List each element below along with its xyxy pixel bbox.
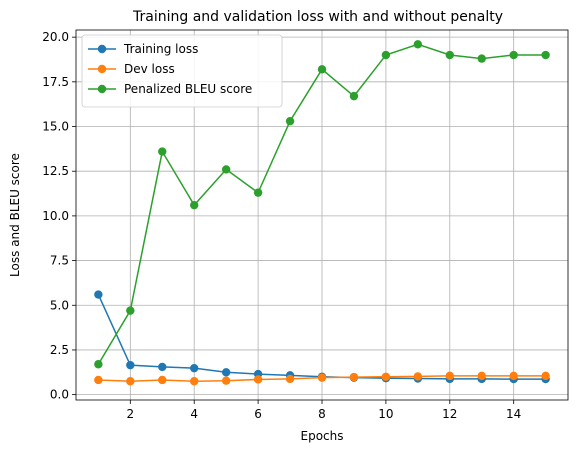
data-point-penalized-bleu-score: [413, 40, 423, 49]
legend-label: Dev loss: [124, 62, 175, 76]
data-point-dev-loss: [158, 375, 167, 385]
data-point-penalized-bleu-score: [349, 91, 359, 101]
data-point-dev-loss: [541, 371, 550, 381]
data-point-dev-loss: [126, 377, 135, 386]
legend-item: Dev loss: [88, 62, 175, 76]
y-tick-label: 2.5: [50, 343, 69, 357]
series-penalized-bleu-score: [94, 40, 550, 369]
data-point-penalized-bleu-score: [285, 116, 295, 126]
legend-box: [81, 34, 283, 108]
data-point-penalized-bleu-score: [126, 306, 135, 315]
data-point-penalized-bleu-score: [221, 165, 231, 174]
data-point-training-loss: [221, 368, 231, 377]
data-point-penalized-bleu-score: [445, 50, 454, 60]
series-layer: [94, 40, 550, 386]
y-tick-label: 17.5: [42, 75, 69, 89]
data-point-penalized-bleu-score: [317, 65, 327, 74]
series-dev-loss: [94, 371, 550, 386]
data-point-penalized-bleu-score: [253, 188, 263, 197]
data-point-dev-loss: [221, 376, 231, 385]
legend-marker: [97, 64, 107, 74]
x-tick-label: 4: [190, 407, 198, 421]
data-point-dev-loss: [317, 373, 327, 382]
data-point-training-loss: [126, 360, 135, 370]
data-point-penalized-bleu-score: [158, 147, 167, 156]
data-point-training-loss: [158, 362, 167, 372]
y-tick-label: 20.0: [42, 30, 69, 44]
data-point-training-loss: [190, 363, 199, 373]
legend-item: Training loss: [88, 42, 198, 56]
y-tick-label: 10.0: [42, 209, 69, 223]
data-point-penalized-bleu-score: [541, 50, 550, 60]
data-point-penalized-bleu-score: [509, 50, 518, 60]
y-tick-label: 15.0: [42, 120, 69, 134]
y-tick-label: 12.5: [42, 164, 69, 178]
x-tick-label: 12: [442, 407, 457, 421]
data-point-dev-loss: [285, 374, 295, 384]
data-point-dev-loss: [190, 377, 199, 386]
chart-title: Training and validation loss with and wi…: [132, 9, 503, 25]
x-tick-label: 8: [318, 407, 326, 421]
data-point-penalized-bleu-score: [94, 360, 103, 369]
data-point-dev-loss: [94, 375, 103, 385]
legend-item: Penalized BLEU score: [88, 82, 252, 96]
y-tick-label: 0.0: [50, 388, 69, 402]
x-tick-label: 14: [506, 407, 521, 421]
x-tick-label: 2: [126, 407, 134, 421]
data-point-dev-loss: [349, 372, 359, 382]
ticks: 2 4 6 8 10 12 14 0.0 2.5 5.0 7.5 10.0 12.5 15.0 17.5 20…: [42, 30, 521, 421]
data-point-dev-loss: [253, 375, 263, 384]
data-point-dev-loss: [413, 372, 423, 381]
data-point-dev-loss: [477, 371, 486, 381]
data-point-penalized-bleu-score: [190, 200, 199, 210]
y-axis-title: Loss and BLEU score: [8, 153, 22, 277]
x-tick-label: 10: [378, 407, 393, 421]
data-point-penalized-bleu-score: [477, 54, 486, 63]
data-point-dev-loss: [509, 371, 518, 381]
data-point-training-loss: [94, 290, 103, 299]
x-axis-title: Epochs: [301, 429, 344, 443]
data-point-penalized-bleu-score: [381, 50, 391, 60]
legend-label: Penalized BLEU score: [124, 82, 252, 96]
x-tick-label: 6: [254, 407, 262, 421]
legend-marker: [97, 44, 107, 54]
legend: Training loss Dev loss Penalized BLEU scor…: [81, 34, 283, 108]
y-tick-label: 7.5: [50, 254, 69, 268]
data-point-dev-loss: [381, 372, 391, 381]
y-tick-label: 5.0: [50, 298, 69, 312]
legend-label: Training loss: [123, 42, 198, 56]
data-point-dev-loss: [445, 371, 454, 381]
legend-marker: [97, 84, 107, 94]
